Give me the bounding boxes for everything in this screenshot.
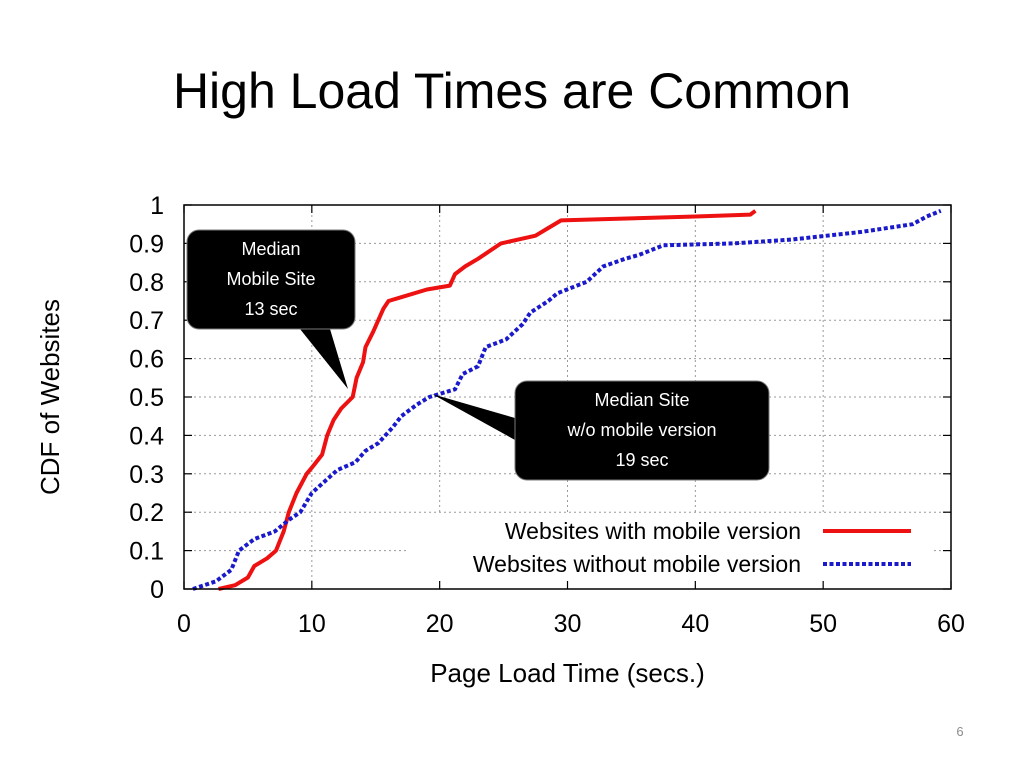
legend: Websites with mobile version Websites wit…: [408, 513, 934, 581]
y-tick-label: 0.4: [129, 422, 164, 450]
y-tick-label: 0.5: [129, 384, 164, 412]
callouts: Median Mobile Site 13 sec Median Site w/o mo…: [186, 229, 770, 481]
x-tick-label: 20: [426, 610, 454, 638]
x-tick-label: 60: [937, 610, 965, 638]
callout-text-line: w/o mobile version: [566, 420, 716, 440]
callout-text-line: Mobile Site: [226, 269, 315, 289]
x-tick-label: 50: [809, 610, 837, 638]
slide-title: High Load Times are Common: [172, 63, 852, 119]
y-tick-label: 0: [150, 576, 164, 604]
callout-text-line: Median Site: [594, 390, 689, 410]
callout-pointer: [300, 329, 348, 389]
callout-text-line: 19 sec: [615, 450, 668, 470]
axis-ticks: 0 10 20 30 40 50 60 0 0.1 0.2 0.3 0.4 0.5 0.6 0.7 0.8 0.…: [129, 192, 965, 638]
y-tick-label: 0.7: [129, 307, 164, 335]
callout-median-mobile: Median Mobile Site 13 sec: [186, 229, 356, 389]
y-tick-label: 0.2: [129, 499, 164, 527]
y-tick-label: 1: [150, 192, 164, 220]
series-lines: [192, 208, 942, 591]
legend-label: Websites with mobile version: [505, 518, 801, 544]
callout-text-line: 13 sec: [244, 299, 297, 319]
callout-median-no-mobile: Median Site w/o mobile version 19 sec: [432, 380, 770, 481]
x-tick-label: 10: [298, 610, 326, 638]
slide-number: 6: [956, 724, 964, 739]
x-tick-label: 0: [177, 610, 191, 638]
callout-box: [186, 229, 356, 330]
x-axis-title: Page Load Time (secs.): [430, 658, 705, 688]
series-line-without-mobile: [192, 208, 942, 591]
callout-pointer: [432, 394, 515, 440]
y-axis-title: CDF of Websites: [35, 299, 65, 495]
y-tick-label: 0.3: [129, 461, 164, 489]
legend-box: [408, 513, 934, 581]
y-tick-label: 0.8: [129, 269, 164, 297]
x-tick-label: 40: [681, 610, 709, 638]
y-tick-label: 0.1: [129, 538, 164, 566]
y-tick-label: 0.9: [129, 230, 164, 258]
x-tick-label: 30: [554, 610, 582, 638]
callout-box: [514, 380, 770, 481]
legend-label: Websites without mobile version: [473, 551, 801, 577]
series-line-with-mobile: [218, 209, 757, 591]
callout-text-line: Median: [241, 239, 300, 259]
y-tick-label: 0.6: [129, 346, 164, 374]
